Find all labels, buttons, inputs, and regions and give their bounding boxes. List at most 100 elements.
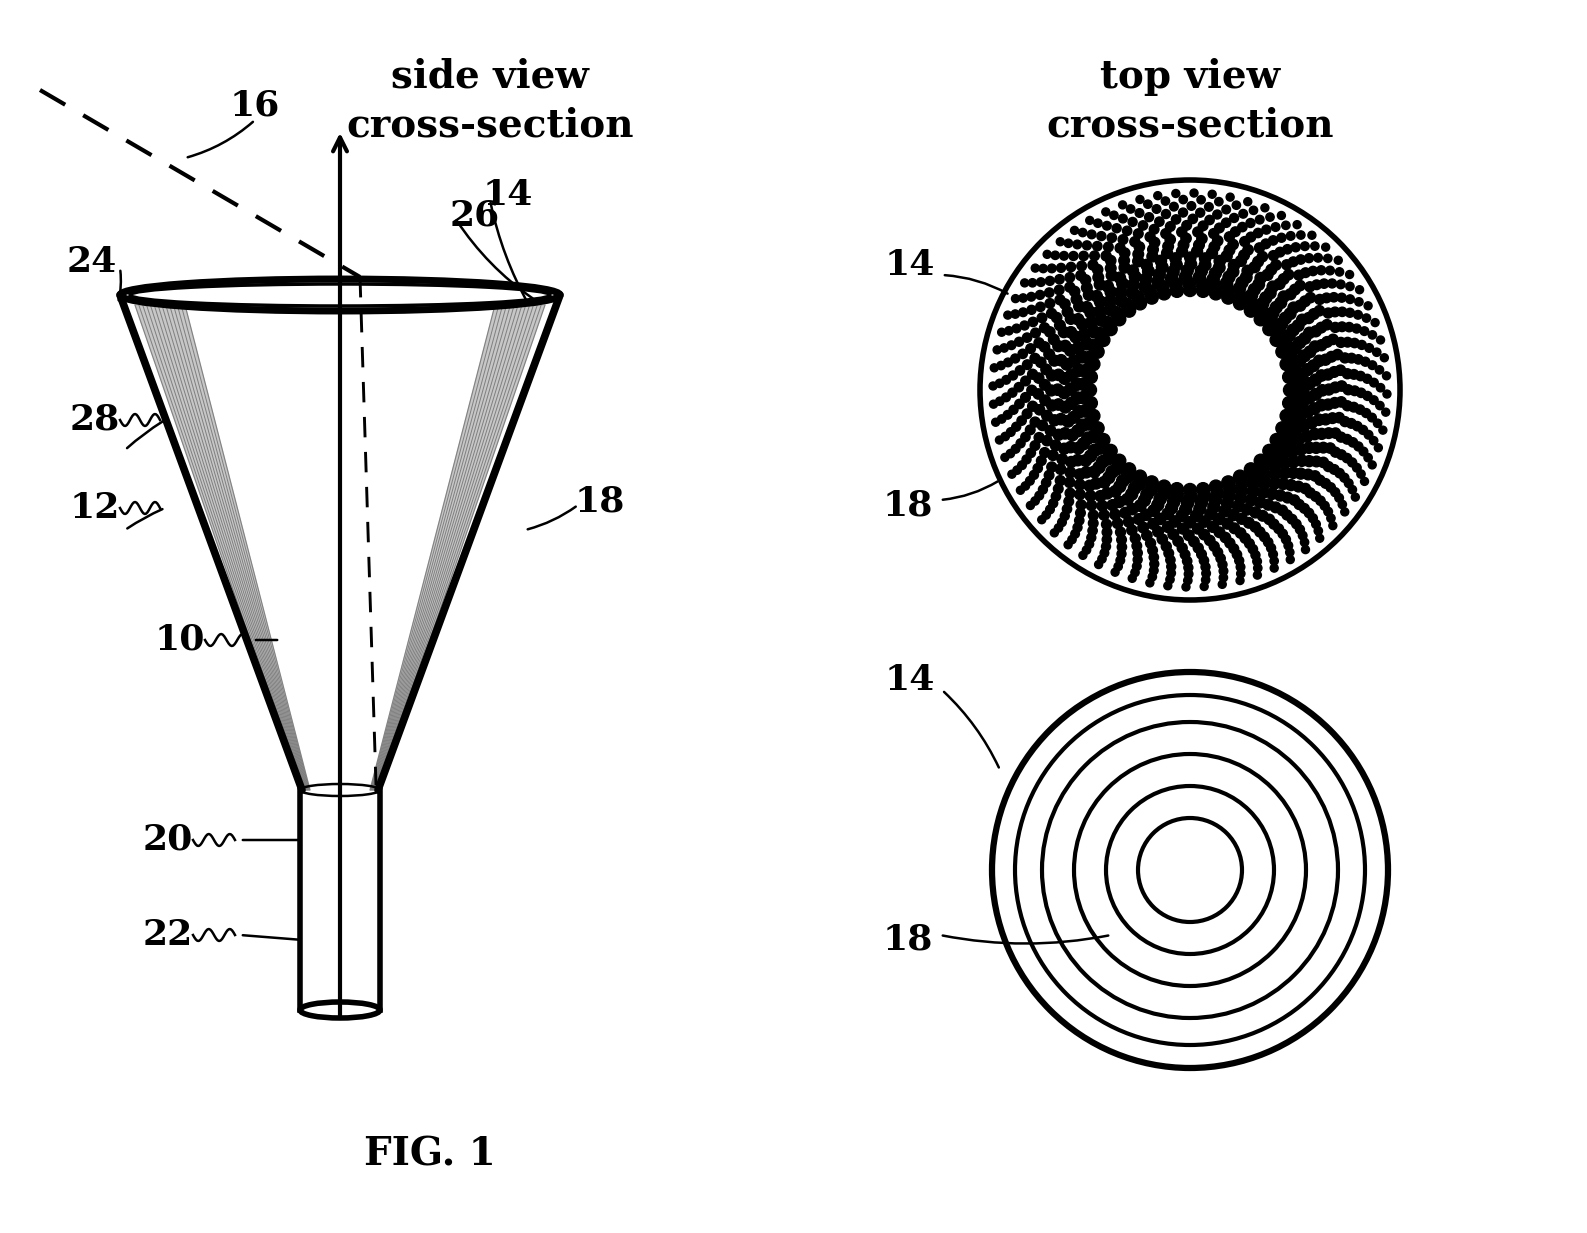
Circle shape <box>1244 539 1254 549</box>
Circle shape <box>1182 277 1195 290</box>
Circle shape <box>1076 419 1089 432</box>
Circle shape <box>1273 326 1285 339</box>
Circle shape <box>1011 309 1019 318</box>
Circle shape <box>1089 510 1098 520</box>
Circle shape <box>1044 470 1054 480</box>
Circle shape <box>1244 305 1257 317</box>
Circle shape <box>1314 295 1325 305</box>
Circle shape <box>1138 523 1149 533</box>
Circle shape <box>1059 387 1070 398</box>
Circle shape <box>1336 381 1347 391</box>
Circle shape <box>1287 324 1300 335</box>
Circle shape <box>1093 272 1103 282</box>
Circle shape <box>1122 493 1133 506</box>
Circle shape <box>1030 354 1039 364</box>
Circle shape <box>1344 323 1354 332</box>
Circle shape <box>1103 535 1111 544</box>
Circle shape <box>1001 393 1011 402</box>
Circle shape <box>1246 494 1257 506</box>
Circle shape <box>1106 263 1116 274</box>
Circle shape <box>1014 338 1024 346</box>
Circle shape <box>1214 513 1225 525</box>
Circle shape <box>1147 545 1157 555</box>
Circle shape <box>1066 429 1078 440</box>
Circle shape <box>1079 455 1092 466</box>
Circle shape <box>1254 571 1262 580</box>
Circle shape <box>1365 302 1373 309</box>
Circle shape <box>1171 285 1184 297</box>
Circle shape <box>1011 295 1019 302</box>
Circle shape <box>1046 298 1055 308</box>
Circle shape <box>1039 342 1049 353</box>
Circle shape <box>1059 372 1071 385</box>
Circle shape <box>1316 496 1325 506</box>
Circle shape <box>1233 297 1246 309</box>
Circle shape <box>1301 268 1311 277</box>
Circle shape <box>1320 354 1331 365</box>
Circle shape <box>1184 563 1193 572</box>
Circle shape <box>1352 324 1362 333</box>
Circle shape <box>1071 379 1084 391</box>
Circle shape <box>1376 383 1385 392</box>
Circle shape <box>1209 280 1222 293</box>
Circle shape <box>1065 344 1076 356</box>
Circle shape <box>1122 226 1132 236</box>
Circle shape <box>1201 568 1211 578</box>
Circle shape <box>1244 518 1254 528</box>
Circle shape <box>1217 560 1227 570</box>
Circle shape <box>1285 480 1297 491</box>
Circle shape <box>1152 526 1163 538</box>
Circle shape <box>1270 557 1278 565</box>
Circle shape <box>1303 443 1314 454</box>
Circle shape <box>1293 337 1306 349</box>
Circle shape <box>1319 279 1328 289</box>
Circle shape <box>1336 450 1346 460</box>
Circle shape <box>1232 201 1241 210</box>
Circle shape <box>1109 486 1122 497</box>
Circle shape <box>1065 369 1078 381</box>
Circle shape <box>1184 252 1197 264</box>
Text: side view
cross-section: side view cross-section <box>346 58 633 144</box>
Circle shape <box>1093 306 1106 317</box>
Circle shape <box>1346 270 1354 279</box>
Circle shape <box>1152 499 1163 510</box>
Circle shape <box>1017 461 1027 470</box>
Circle shape <box>1016 439 1025 448</box>
Circle shape <box>1149 566 1159 575</box>
Circle shape <box>1038 485 1047 494</box>
Circle shape <box>1071 529 1079 538</box>
Text: 14: 14 <box>482 178 533 212</box>
Circle shape <box>1324 461 1333 471</box>
Circle shape <box>1036 456 1046 466</box>
Circle shape <box>1073 342 1084 354</box>
Circle shape <box>1239 210 1247 218</box>
Circle shape <box>1135 242 1144 252</box>
Circle shape <box>1190 510 1203 522</box>
Circle shape <box>1155 217 1163 227</box>
Circle shape <box>1128 217 1138 227</box>
Circle shape <box>1349 370 1358 380</box>
Circle shape <box>1087 339 1100 351</box>
Circle shape <box>1219 581 1227 588</box>
Circle shape <box>1258 477 1271 490</box>
Circle shape <box>1119 255 1130 266</box>
Circle shape <box>1073 364 1086 376</box>
Circle shape <box>1162 210 1171 218</box>
Circle shape <box>1051 252 1060 259</box>
Circle shape <box>1057 518 1066 526</box>
Circle shape <box>1252 557 1262 566</box>
Circle shape <box>1252 256 1263 268</box>
Circle shape <box>1120 507 1132 518</box>
Circle shape <box>1144 212 1154 222</box>
Circle shape <box>1149 224 1159 234</box>
Circle shape <box>990 401 998 408</box>
Circle shape <box>1305 508 1314 518</box>
Circle shape <box>1073 443 1084 454</box>
Text: 28: 28 <box>70 403 121 436</box>
Circle shape <box>1305 254 1314 263</box>
Circle shape <box>1198 490 1211 502</box>
Circle shape <box>1249 206 1257 215</box>
Circle shape <box>1097 232 1106 240</box>
Circle shape <box>1082 240 1092 250</box>
Circle shape <box>1368 461 1376 469</box>
